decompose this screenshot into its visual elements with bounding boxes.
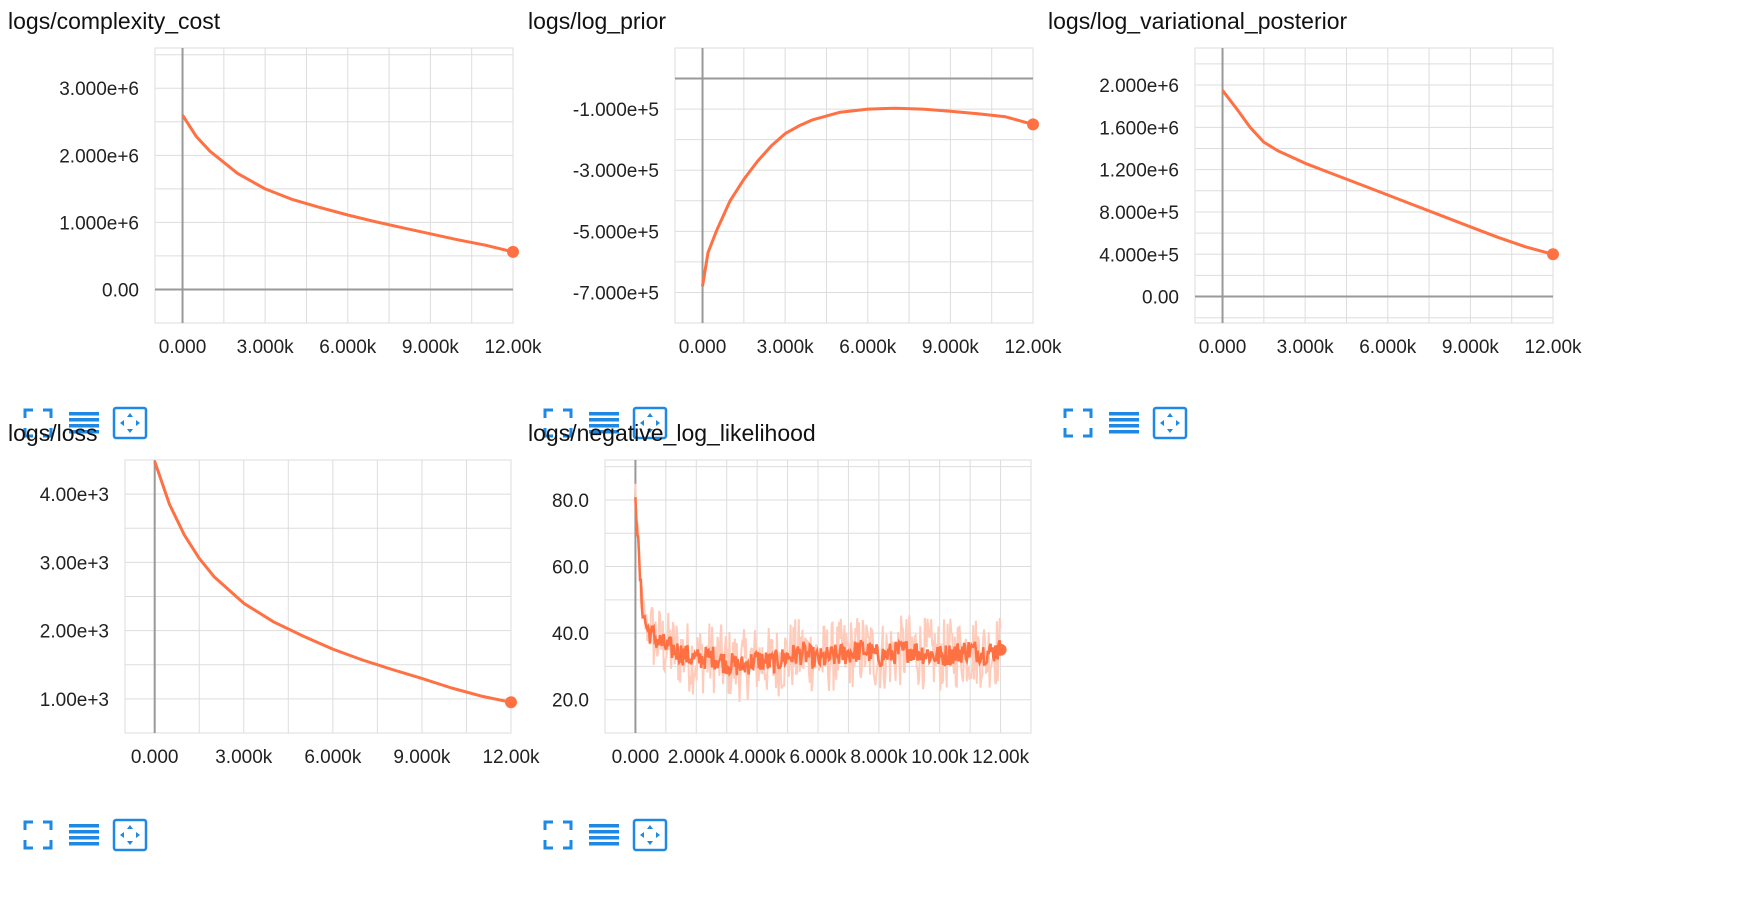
x-tick-label: 6.000k xyxy=(319,337,377,358)
x-tick-label: 0.000 xyxy=(679,337,727,358)
x-tick-label: 9.000k xyxy=(1442,337,1500,358)
y-tick-label: 2.00e+3 xyxy=(40,622,109,643)
chart-svg: -1.000e+5 -3.000e+5 -5.000e+5 -7.000e+5 0.00… xyxy=(573,47,1062,358)
y-tick-label: 3.000e+6 xyxy=(59,79,139,100)
last-point-marker xyxy=(1027,118,1039,131)
y-tick-label: 4.000e+5 xyxy=(1099,245,1179,266)
y-tick-label: 0.00 xyxy=(1142,288,1179,309)
last-point-marker xyxy=(507,245,519,258)
x-tick-label: 0.000 xyxy=(612,747,660,768)
list-icon[interactable] xyxy=(66,405,102,441)
last-point-marker xyxy=(994,643,1007,656)
plot-frame xyxy=(124,459,512,734)
x-tick-label: 3.000k xyxy=(237,337,295,358)
x-tick-label: 3.000k xyxy=(757,337,815,358)
series-line xyxy=(701,106,1034,287)
x-tick-label: 0.000 xyxy=(131,747,179,768)
x-tick-label: 10.00k xyxy=(911,747,969,768)
series-line xyxy=(1221,89,1554,256)
last-point-marker xyxy=(1547,248,1559,261)
y-tick-label: 8.000e+5 xyxy=(1099,203,1179,224)
list-icon[interactable] xyxy=(586,817,622,853)
chart-title: logs/complexity_cost xyxy=(8,8,221,34)
x-tick-label: 6.000k xyxy=(304,747,362,768)
series-line xyxy=(634,497,1002,677)
x-tick-label: 9.000k xyxy=(922,337,980,358)
list-icon[interactable] xyxy=(1106,405,1142,441)
x-tick-label: 12.00k xyxy=(1524,337,1582,358)
x-tick-label: 9.000k xyxy=(402,337,460,358)
chart-card: 1.00e+3 2.00e+3 3.00e+3 4.00e+3 0.000 3.000k 6… xyxy=(0,412,580,862)
x-tick-label: 0.000 xyxy=(159,337,207,358)
x-tick-label: 6.000k xyxy=(789,747,847,768)
x-tick-label: 6.000k xyxy=(1359,337,1417,358)
y-tick-label: 20.0 xyxy=(552,691,589,712)
chart-title: logs/log_prior xyxy=(528,8,667,34)
y-tick-label: 3.00e+3 xyxy=(40,553,109,574)
x-tick-label: 6.000k xyxy=(839,337,897,358)
y-tick-label: 0.00 xyxy=(102,280,139,301)
fullscreen-icon[interactable] xyxy=(540,405,576,441)
y-tick-label: -5.000e+5 xyxy=(573,222,659,243)
list-icon[interactable] xyxy=(586,405,622,441)
chart-toolbar xyxy=(540,817,720,853)
plot-frame xyxy=(674,47,1034,324)
chart-title: logs/loss xyxy=(8,420,98,446)
y-tick-label: 2.000e+6 xyxy=(1099,76,1179,97)
chart-svg: 20.0 40.0 60.0 80.0 0.000 2.000k 4.000k 6.000k 8… xyxy=(552,459,1032,768)
y-tick-label: 1.600e+6 xyxy=(1099,118,1179,139)
chart-toolbar xyxy=(1060,405,1240,441)
y-tick-label: 4.00e+3 xyxy=(40,485,109,506)
chart-card: 20.0 40.0 60.0 80.0 0.000 2.000k 4.000k 6.000k 8… xyxy=(520,412,1100,862)
fullscreen-icon[interactable] xyxy=(1060,405,1096,441)
chart-toolbar xyxy=(540,405,720,441)
fit-domain-icon[interactable] xyxy=(112,405,148,441)
plot-frame xyxy=(1194,47,1554,324)
y-tick-label: 1.00e+3 xyxy=(40,690,109,711)
x-tick-label: 12.00k xyxy=(482,747,540,768)
series-line xyxy=(153,460,512,704)
plot-frame xyxy=(604,459,1032,734)
fit-domain-icon[interactable] xyxy=(632,817,668,853)
fit-domain-icon[interactable] xyxy=(632,405,668,441)
chart-card: 0.00 4.000e+5 8.000e+5 1.200e+6 1.600e+6 2.00… xyxy=(1040,0,1620,450)
x-tick-label: 0.000 xyxy=(1199,337,1247,358)
plot-frame xyxy=(154,47,514,324)
fullscreen-icon[interactable] xyxy=(540,817,576,853)
y-tick-label: 1.000e+6 xyxy=(59,213,139,234)
last-point-marker xyxy=(505,696,517,709)
chart-svg: 0.00 1.000e+6 2.000e+6 3.000e+6 0.000 3.000k 6… xyxy=(59,47,542,358)
x-tick-label: 12.00k xyxy=(1004,337,1062,358)
chart-card: 0.00 1.000e+6 2.000e+6 3.000e+6 0.000 3.000k 6… xyxy=(0,0,580,450)
y-tick-label: 80.0 xyxy=(552,491,589,512)
chart-card: -1.000e+5 -3.000e+5 -5.000e+5 -7.000e+5 0.00… xyxy=(520,0,1100,450)
fullscreen-icon[interactable] xyxy=(20,817,56,853)
y-tick-label: -3.000e+5 xyxy=(573,161,659,182)
x-tick-label: 8.000k xyxy=(850,747,908,768)
y-tick-label: -1.000e+5 xyxy=(573,100,659,121)
y-tick-label: 1.200e+6 xyxy=(1099,161,1179,182)
x-tick-label: 9.000k xyxy=(393,747,451,768)
chart-toolbar xyxy=(20,817,200,853)
x-tick-label: 3.000k xyxy=(1277,337,1335,358)
chart-title: logs/negative_log_likelihood xyxy=(528,420,816,446)
x-tick-label: 12.00k xyxy=(484,337,542,358)
chart-title: logs/log_variational_posterior xyxy=(1048,8,1348,34)
y-tick-label: 40.0 xyxy=(552,624,589,645)
chart-svg: 1.00e+3 2.00e+3 3.00e+3 4.00e+3 0.000 3.000k 6… xyxy=(40,459,540,768)
x-tick-label: 3.000k xyxy=(215,747,273,768)
x-tick-label: 2.000k xyxy=(668,747,726,768)
chart-toolbar xyxy=(20,405,200,441)
x-tick-label: 4.000k xyxy=(729,747,787,768)
chart-svg: 0.00 4.000e+5 8.000e+5 1.200e+6 1.600e+6 2.00… xyxy=(1099,47,1582,358)
fit-domain-icon[interactable] xyxy=(1152,405,1188,441)
y-tick-label: 2.000e+6 xyxy=(59,146,139,167)
y-tick-label: 60.0 xyxy=(552,558,589,579)
fullscreen-icon[interactable] xyxy=(20,405,56,441)
fit-domain-icon[interactable] xyxy=(112,817,148,853)
x-tick-label: 12.00k xyxy=(972,747,1030,768)
series-line xyxy=(181,114,514,254)
list-icon[interactable] xyxy=(66,817,102,853)
y-tick-label: -7.000e+5 xyxy=(573,283,659,304)
